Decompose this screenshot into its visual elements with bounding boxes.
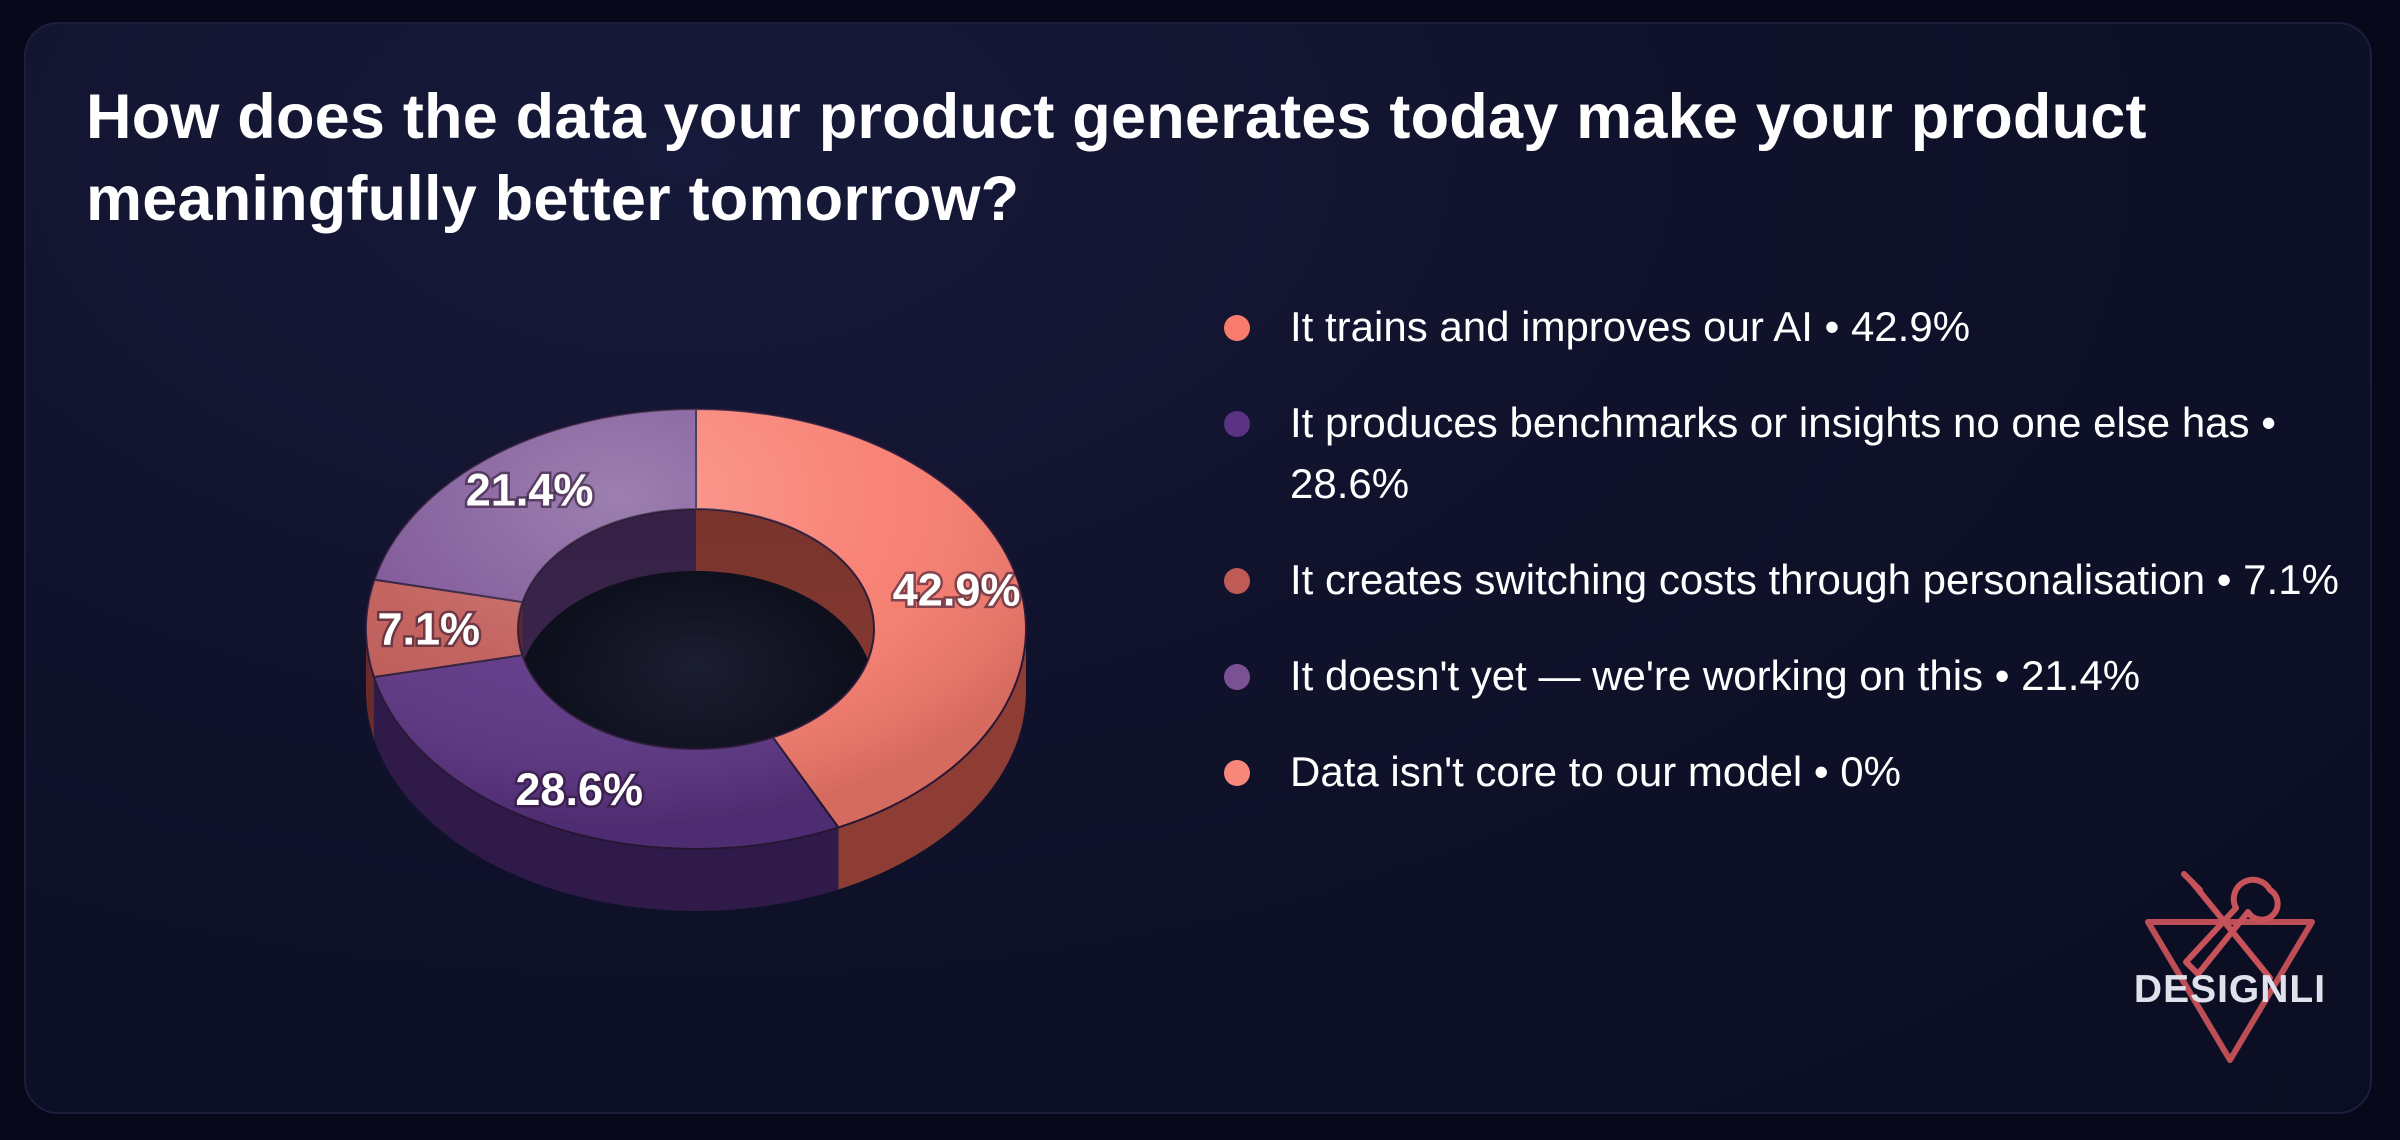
legend-item: It creates switching costs through perso… xyxy=(1202,549,2370,610)
slice-value-label: 28.6% xyxy=(515,764,643,815)
legend-item: It produces benchmarks or insights no on… xyxy=(1202,392,2370,514)
legend-label: It doesn't yet — we're working on this •… xyxy=(1290,652,2141,699)
legend-color-dot xyxy=(1224,315,1250,341)
chart-legend: It trains and improves our AI • 42.9% It … xyxy=(1202,296,2370,837)
legend-color-dot xyxy=(1224,760,1250,786)
slice-value-label: 21.4% xyxy=(466,465,594,516)
donut-side-wall xyxy=(838,629,1026,890)
donut-hole-shade xyxy=(518,509,874,749)
donut-top-faces xyxy=(365,407,1027,850)
donut-data-labels: 42.9% 28.6% 7.1% 21.4% xyxy=(375,462,1023,818)
legend-label: It creates switching costs through perso… xyxy=(1290,556,2339,603)
legend-label: Data isn't core to our model • 0% xyxy=(1290,748,1902,795)
legend-item: Data isn't core to our model • 0% xyxy=(1202,741,2370,802)
wrench-screwdriver-triangle-icon xyxy=(2145,871,2315,1063)
donut-chart: 42.9% 28.6% 7.1% 21.4% xyxy=(365,407,1027,911)
legend-color-dot xyxy=(1224,568,1250,594)
legend-label: It trains and improves our AI • 42.9% xyxy=(1290,303,1971,350)
brand-logo: DESIGNLI xyxy=(2120,870,2340,1070)
slice-value-label: 7.1% xyxy=(378,603,481,654)
legend-color-dot xyxy=(1224,411,1250,437)
donut-side-wall xyxy=(373,676,839,911)
legend-color-dot xyxy=(1224,664,1250,690)
brand-name: DESIGNLI xyxy=(2133,968,2327,1011)
donut-top-gloss xyxy=(366,409,1026,849)
chart-card: How does the data your product generates… xyxy=(24,22,2372,1114)
legend-item: It doesn't yet — we're working on this •… xyxy=(1202,645,2370,706)
slice-value-label: 42.9% xyxy=(893,565,1021,616)
legend-label: It produces benchmarks or insights no on… xyxy=(1290,399,2276,507)
chart-title: How does the data your product generates… xyxy=(86,82,2147,234)
legend-item: It trains and improves our AI • 42.9% xyxy=(1202,296,2370,357)
